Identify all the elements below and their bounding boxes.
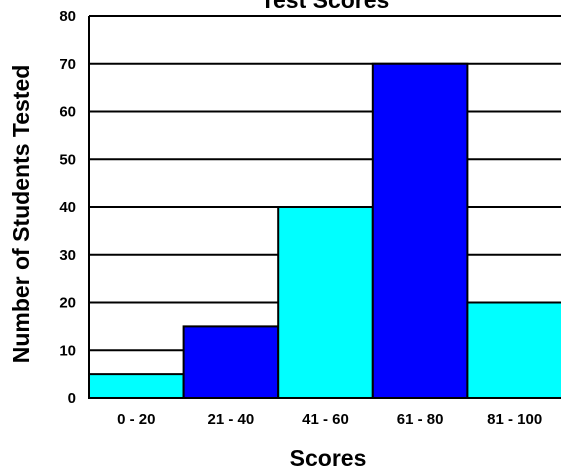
y-tick-label: 10 bbox=[59, 342, 76, 359]
x-tick-label: 81 - 100 bbox=[487, 411, 542, 428]
y-axis-title: Number of Students Tested bbox=[8, 65, 34, 364]
y-tick-label: 0 bbox=[68, 390, 76, 407]
bar bbox=[466, 301, 561, 399]
bar bbox=[371, 62, 469, 399]
y-tick-label: 50 bbox=[59, 151, 76, 168]
y-tick-label: 40 bbox=[59, 199, 76, 216]
bars bbox=[88, 62, 561, 399]
x-tick-labels: 0 - 20 21 - 40 41 - 60 61 - 80 81 - 100 bbox=[117, 411, 542, 428]
y-tick-label: 20 bbox=[59, 295, 76, 312]
y-tick-label: 70 bbox=[59, 56, 76, 73]
y-tick-label: 80 bbox=[59, 8, 76, 25]
chart-title: Test Scores bbox=[261, 0, 390, 13]
x-tick-label: 21 - 40 bbox=[208, 411, 255, 428]
bar bbox=[182, 325, 280, 399]
y-tick-labels: 0 10 20 30 40 50 60 70 80 bbox=[59, 8, 76, 407]
x-axis-title: Scores bbox=[290, 445, 367, 470]
x-tick-label: 41 - 60 bbox=[302, 411, 349, 428]
bar bbox=[88, 373, 185, 399]
x-tick-label: 61 - 80 bbox=[397, 411, 444, 428]
y-tick-label: 60 bbox=[59, 104, 76, 121]
bar bbox=[277, 206, 374, 399]
x-tick-label: 0 - 20 bbox=[117, 411, 155, 428]
y-tick-label: 30 bbox=[59, 247, 76, 264]
